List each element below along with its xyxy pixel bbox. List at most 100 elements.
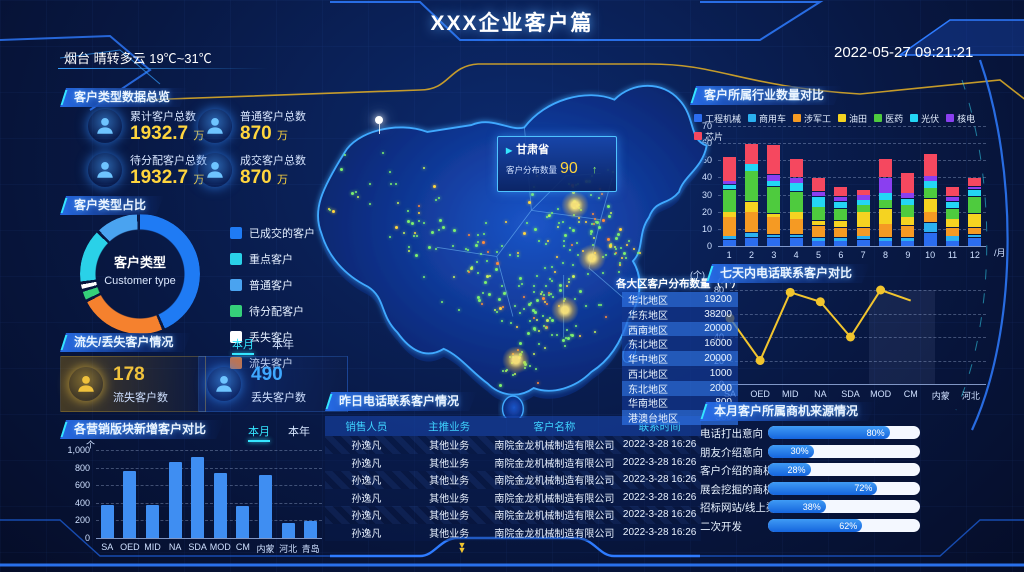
stack-segment[interactable]: [856, 212, 870, 228]
stack-segment[interactable]: [856, 189, 870, 195]
churn-tab-month[interactable]: 本月: [232, 336, 254, 355]
progress-track[interactable]: 72%: [768, 481, 920, 495]
bar[interactable]: [259, 474, 272, 538]
data-point[interactable]: [785, 287, 795, 297]
stack-segment[interactable]: [901, 217, 915, 226]
stack-segment[interactable]: [722, 239, 736, 246]
stack-segment[interactable]: [745, 237, 758, 246]
stack-segment[interactable]: [946, 219, 959, 228]
marketing-bar-chart[interactable]: 0 200 400 600 800 1,000 SA OED MID NA SDA MOD CM 内蒙 河北…: [67, 445, 322, 554]
stack-segment[interactable]: [901, 237, 915, 241]
stack-segment[interactable]: [968, 189, 982, 197]
stack-segment[interactable]: [923, 212, 937, 222]
stack-segment[interactable]: [923, 232, 937, 246]
stack-segment[interactable]: [856, 236, 870, 240]
progress-track[interactable]: 38%: [768, 500, 920, 514]
stack-segment[interactable]: [767, 186, 781, 214]
stack-segment[interactable]: [879, 159, 892, 178]
bar[interactable]: [236, 506, 250, 538]
stack-segment[interactable]: [722, 189, 736, 212]
stack-segment[interactable]: [879, 200, 892, 209]
bar[interactable]: [213, 472, 227, 538]
stack-segment[interactable]: [901, 241, 915, 246]
stack-segment[interactable]: [767, 181, 781, 186]
stack-segment[interactable]: [745, 232, 758, 238]
stack-segment[interactable]: [834, 220, 848, 228]
stack-segment[interactable]: [834, 237, 848, 241]
stack-segment[interactable]: [856, 200, 870, 205]
stack-segment[interactable]: [879, 241, 892, 246]
stack-segment[interactable]: [745, 201, 758, 212]
stack-segment[interactable]: [745, 171, 758, 202]
industry-stacked-bar-chart[interactable]: 0 10 20 30 40 50 60 70 1 2 3 4 5 6 7 8 9 10 11 12: [702, 121, 986, 260]
data-point[interactable]: [815, 297, 825, 307]
stack-segment[interactable]: [923, 176, 937, 181]
stack-segment[interactable]: [722, 217, 736, 236]
stack-segment[interactable]: [946, 208, 959, 219]
stack-segment[interactable]: [767, 145, 781, 174]
stack-segment[interactable]: [789, 177, 803, 183]
seven-day-line-chart[interactable]: 020406080SAOEDMIDNASDAMODCM内蒙河北: [714, 285, 986, 401]
stack-segment[interactable]: [856, 195, 870, 200]
stack-segment[interactable]: [923, 181, 937, 188]
stack-segment[interactable]: [901, 172, 915, 193]
bar[interactable]: [168, 462, 182, 538]
progress-track[interactable]: 30%: [768, 444, 920, 458]
stack-segment[interactable]: [834, 196, 848, 202]
stack-segment[interactable]: [968, 196, 982, 214]
stack-segment[interactable]: [923, 153, 937, 176]
marketing-tab-month[interactable]: 本月: [248, 423, 270, 442]
data-point[interactable]: [876, 285, 886, 295]
stack-segment[interactable]: [812, 225, 825, 238]
stack-segment[interactable]: [767, 234, 781, 238]
customer-type-donut-chart[interactable]: [80, 214, 200, 334]
stack-segment[interactable]: [856, 205, 870, 212]
stack-segment[interactable]: [901, 193, 915, 198]
stack-segment[interactable]: [879, 208, 892, 224]
bar[interactable]: [191, 457, 205, 538]
stack-segment[interactable]: [834, 208, 848, 221]
stack-segment[interactable]: [745, 164, 758, 171]
marketing-tab-year[interactable]: 本年: [288, 426, 310, 438]
stack-segment[interactable]: [834, 241, 848, 246]
stack-segment[interactable]: [767, 217, 781, 234]
stack-segment[interactable]: [812, 196, 825, 207]
bar[interactable]: [123, 471, 137, 538]
stack-segment[interactable]: [789, 212, 803, 219]
stack-segment[interactable]: [879, 177, 892, 193]
data-point[interactable]: [845, 332, 855, 342]
stack-segment[interactable]: [968, 234, 982, 238]
bar[interactable]: [146, 504, 159, 538]
stack-segment[interactable]: [789, 159, 803, 178]
stack-segment[interactable]: [812, 220, 825, 226]
stack-segment[interactable]: [834, 186, 848, 197]
bar[interactable]: [281, 523, 295, 538]
progress-track[interactable]: 62%: [768, 519, 920, 532]
stack-segment[interactable]: [722, 212, 736, 217]
stack-segment[interactable]: [812, 177, 825, 192]
stack-segment[interactable]: [789, 191, 803, 212]
stack-segment[interactable]: [968, 213, 982, 228]
stack-segment[interactable]: [901, 225, 915, 238]
stack-segment[interactable]: [722, 157, 736, 181]
stack-segment[interactable]: [745, 212, 758, 233]
stack-segment[interactable]: [789, 183, 803, 192]
churn-tab-year[interactable]: 本年: [272, 339, 294, 351]
bar[interactable]: [100, 505, 114, 538]
stack-segment[interactable]: [856, 239, 870, 246]
stack-segment[interactable]: [968, 177, 982, 186]
stack-segment[interactable]: [789, 234, 803, 238]
data-point[interactable]: [755, 356, 765, 365]
stack-segment[interactable]: [834, 201, 848, 209]
stack-segment[interactable]: [879, 193, 892, 200]
stack-segment[interactable]: [968, 186, 982, 190]
stack-segment[interactable]: [946, 201, 959, 209]
stack-segment[interactable]: [789, 237, 803, 246]
stack-segment[interactable]: [923, 188, 937, 198]
stack-segment[interactable]: [722, 236, 736, 240]
stack-segment[interactable]: [968, 237, 982, 246]
stack-segment[interactable]: [856, 227, 870, 236]
bar[interactable]: [304, 521, 318, 538]
stack-segment[interactable]: [923, 222, 937, 233]
stack-segment[interactable]: [722, 184, 736, 190]
